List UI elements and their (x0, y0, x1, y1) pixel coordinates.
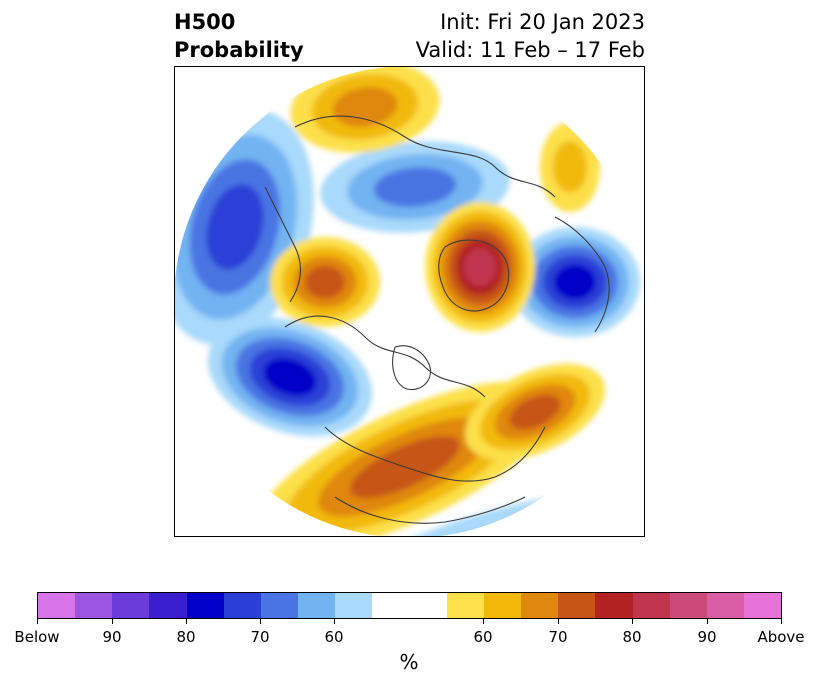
above-anomaly-arctic-contour-6 (463, 248, 497, 286)
coastline-3 (334, 496, 526, 524)
above-anomaly-arctic (425, 202, 535, 332)
colorbar-tick-mark (334, 619, 335, 624)
colorbar-swatch-10 (409, 593, 447, 618)
below-anomaly-pacific-south-contour-5 (263, 358, 317, 396)
forecast-dates: Init: Fri 20 Jan 2023 Valid: 11 Feb – 17… (416, 8, 645, 64)
colorbar-tick-label: 90 (697, 628, 717, 646)
coastline-6 (264, 186, 301, 303)
colorbar-tick-mark (112, 619, 113, 624)
colorbar-swatch-13 (521, 593, 559, 618)
colorbar-tick-label: 70 (548, 628, 568, 646)
below-anomaly-eurasia (510, 227, 640, 337)
colorbar-swatch-5 (223, 593, 261, 618)
colorbar-tick-label: Below (14, 628, 60, 646)
coastline-7 (392, 345, 431, 391)
colorbar-swatch-4 (186, 593, 224, 618)
coastline-4 (438, 239, 510, 312)
colorbar-tick-mark (558, 619, 559, 624)
coastline-1 (284, 315, 486, 398)
init-date-text: Init: Fri 20 Jan 2023 (440, 10, 645, 34)
colorbar-swatch-1 (75, 593, 113, 618)
below-anomaly-north (320, 141, 510, 233)
coastline-5 (554, 216, 610, 333)
colorbar-swatch-12 (483, 593, 522, 618)
colorbar-swatch-3 (149, 593, 187, 618)
above-anomaly-east-contour-2 (552, 141, 588, 193)
below-anomaly-pacific-south (207, 317, 373, 437)
above-anomaly-alaska-contour-4 (305, 265, 345, 299)
colorbar-tick-mark (37, 619, 38, 624)
colorbar-tick-label: 70 (250, 628, 270, 646)
colorbar-swatch-0 (38, 593, 76, 618)
colorbar-swatch-2 (112, 593, 150, 618)
above-anomaly-east (540, 122, 600, 212)
title-line-1: H500 (174, 10, 236, 34)
colorbar-swatch-15 (595, 593, 633, 618)
colorbar-swatch-18 (706, 593, 744, 618)
colorbar-tick-label: 80 (176, 628, 196, 646)
colorbar-swatch-9 (372, 593, 410, 618)
colorbar-unit-label: % (399, 650, 419, 674)
colorbar-tick-label: 90 (102, 628, 122, 646)
colorbar-swatch-14 (558, 593, 596, 618)
above-anomaly-atlantic-contour-4 (509, 394, 561, 430)
colorbar-tick-mark (483, 619, 484, 624)
probability-field (175, 67, 644, 536)
colorbar-swatch-11 (446, 593, 484, 618)
map-canvas (175, 67, 644, 536)
probability-map (174, 66, 645, 537)
above-anomaly-alaska (270, 237, 380, 327)
map-title: H500 Probability (174, 8, 304, 64)
colorbar-tick-label: Above (757, 628, 805, 646)
colorbar-swatch-16 (632, 593, 670, 618)
colorbar-tick-mark (707, 619, 708, 624)
colorbar-tick-mark (260, 619, 261, 624)
colorbar-swatch-19 (743, 593, 782, 618)
colorbar-swatch-8 (335, 593, 373, 618)
colorbar-swatch-6 (260, 593, 299, 618)
valid-date-text: Valid: 11 Feb – 17 Feb (415, 38, 645, 62)
colorbar-tick-label: 60 (324, 628, 344, 646)
colorbar-tick-mark (781, 619, 782, 624)
colorbar-tick-mark (186, 619, 187, 624)
coastline-0 (294, 115, 556, 198)
below-anomaly-north-contour-3 (373, 167, 457, 207)
colorbar-swatch-17 (669, 593, 707, 618)
below-anomaly-pacific-west-contour-4 (206, 184, 264, 270)
above-anomaly-atlantic (464, 363, 606, 461)
title-line-2: Probability (174, 38, 304, 62)
colorbar-tick-label: 60 (473, 628, 493, 646)
colorbar-tick-mark (632, 619, 633, 624)
colorbar-tick-label: 80 (622, 628, 642, 646)
coastline-2 (324, 426, 546, 482)
below-anomaly-eurasia-contour-5 (554, 264, 596, 300)
colorbar-swatch-7 (298, 593, 336, 618)
colorbar (37, 592, 782, 619)
